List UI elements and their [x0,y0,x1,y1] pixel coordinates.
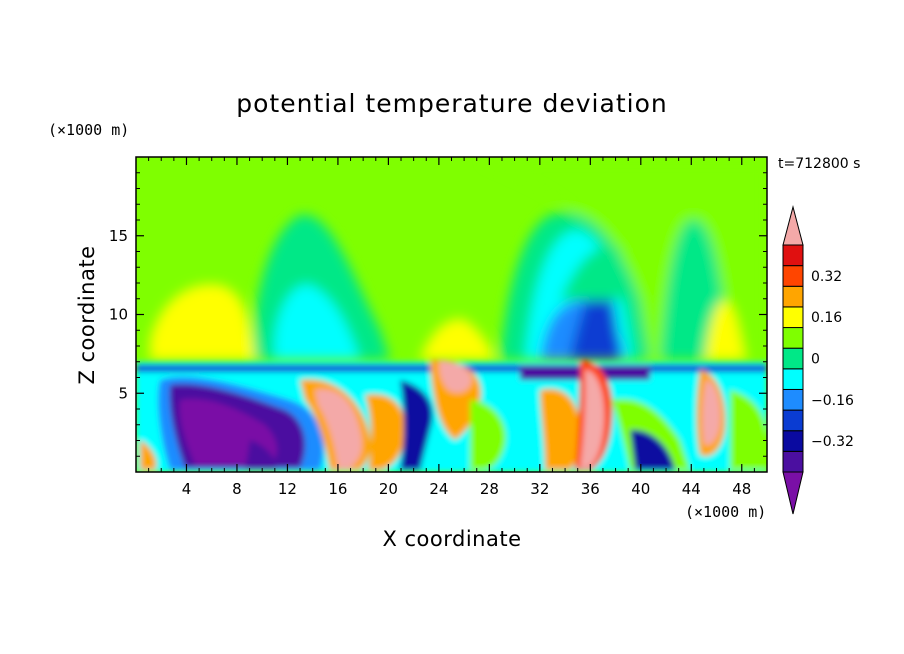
colorbar-swatch [782,306,804,329]
upper-structures [150,160,767,360]
colorbar-swatch [782,285,804,308]
colorbar-swatch [782,327,804,349]
colorbar-tick-label: 0.16 [811,310,842,326]
colorbar-swatch [782,265,804,287]
x-tick-label: 16 [328,480,347,498]
x-tick-label: 44 [682,480,701,498]
x-axis-label: X coordinate [382,527,521,551]
x-tick-label: 40 [631,480,650,498]
y-axis: 5 10 15 [109,172,767,457]
colorbar-swatch [782,368,804,390]
y-axis-label: Z coordinate [75,245,99,384]
y-tick-label: 10 [109,306,128,324]
x-axis: 4 8 12 16 20 24 28 32 36 40 44 48 [148,157,755,498]
x-tick-label: 32 [530,480,549,498]
x-tick-label: 28 [480,480,499,498]
colorbar-swatch [782,347,804,370]
colorbar-swatch [782,388,804,411]
colorbar-tick-label: 0 [811,352,820,368]
x-tick-label: 4 [182,480,192,498]
x-tick-label: 8 [232,480,242,498]
y-unit-label: (×1000 m) [48,121,129,139]
chart-title: potential temperature deviation [236,89,667,118]
colorbar-tick-label: −0.16 [811,393,854,409]
colorbar-tick-label: −0.32 [811,434,854,450]
x-tick-label: 48 [732,480,751,498]
colorbar: −0.32 −0.16 0 0.16 0.32 [782,205,854,515]
colorbar-swatch [782,244,804,267]
colorbar-tick-label: 0.32 [811,269,842,285]
time-label: t=712800 s [778,156,860,172]
x-tick-label: 36 [581,480,600,498]
contour-field [136,157,767,472]
x-unit-label: (×1000 m) [685,503,766,521]
colorbar-swatch [782,409,804,432]
lower-structures [136,360,767,472]
x-tick-label: 12 [278,480,297,498]
y-tick-label: 5 [118,384,128,402]
colorbar-swatch [782,430,804,452]
colorbar-extend-high [782,205,804,246]
colorbar-extend-low [782,471,804,515]
colorbar-swatch [782,450,804,473]
x-tick-label: 24 [429,480,448,498]
y-tick-label: 15 [109,227,128,245]
x-tick-label: 20 [379,480,398,498]
